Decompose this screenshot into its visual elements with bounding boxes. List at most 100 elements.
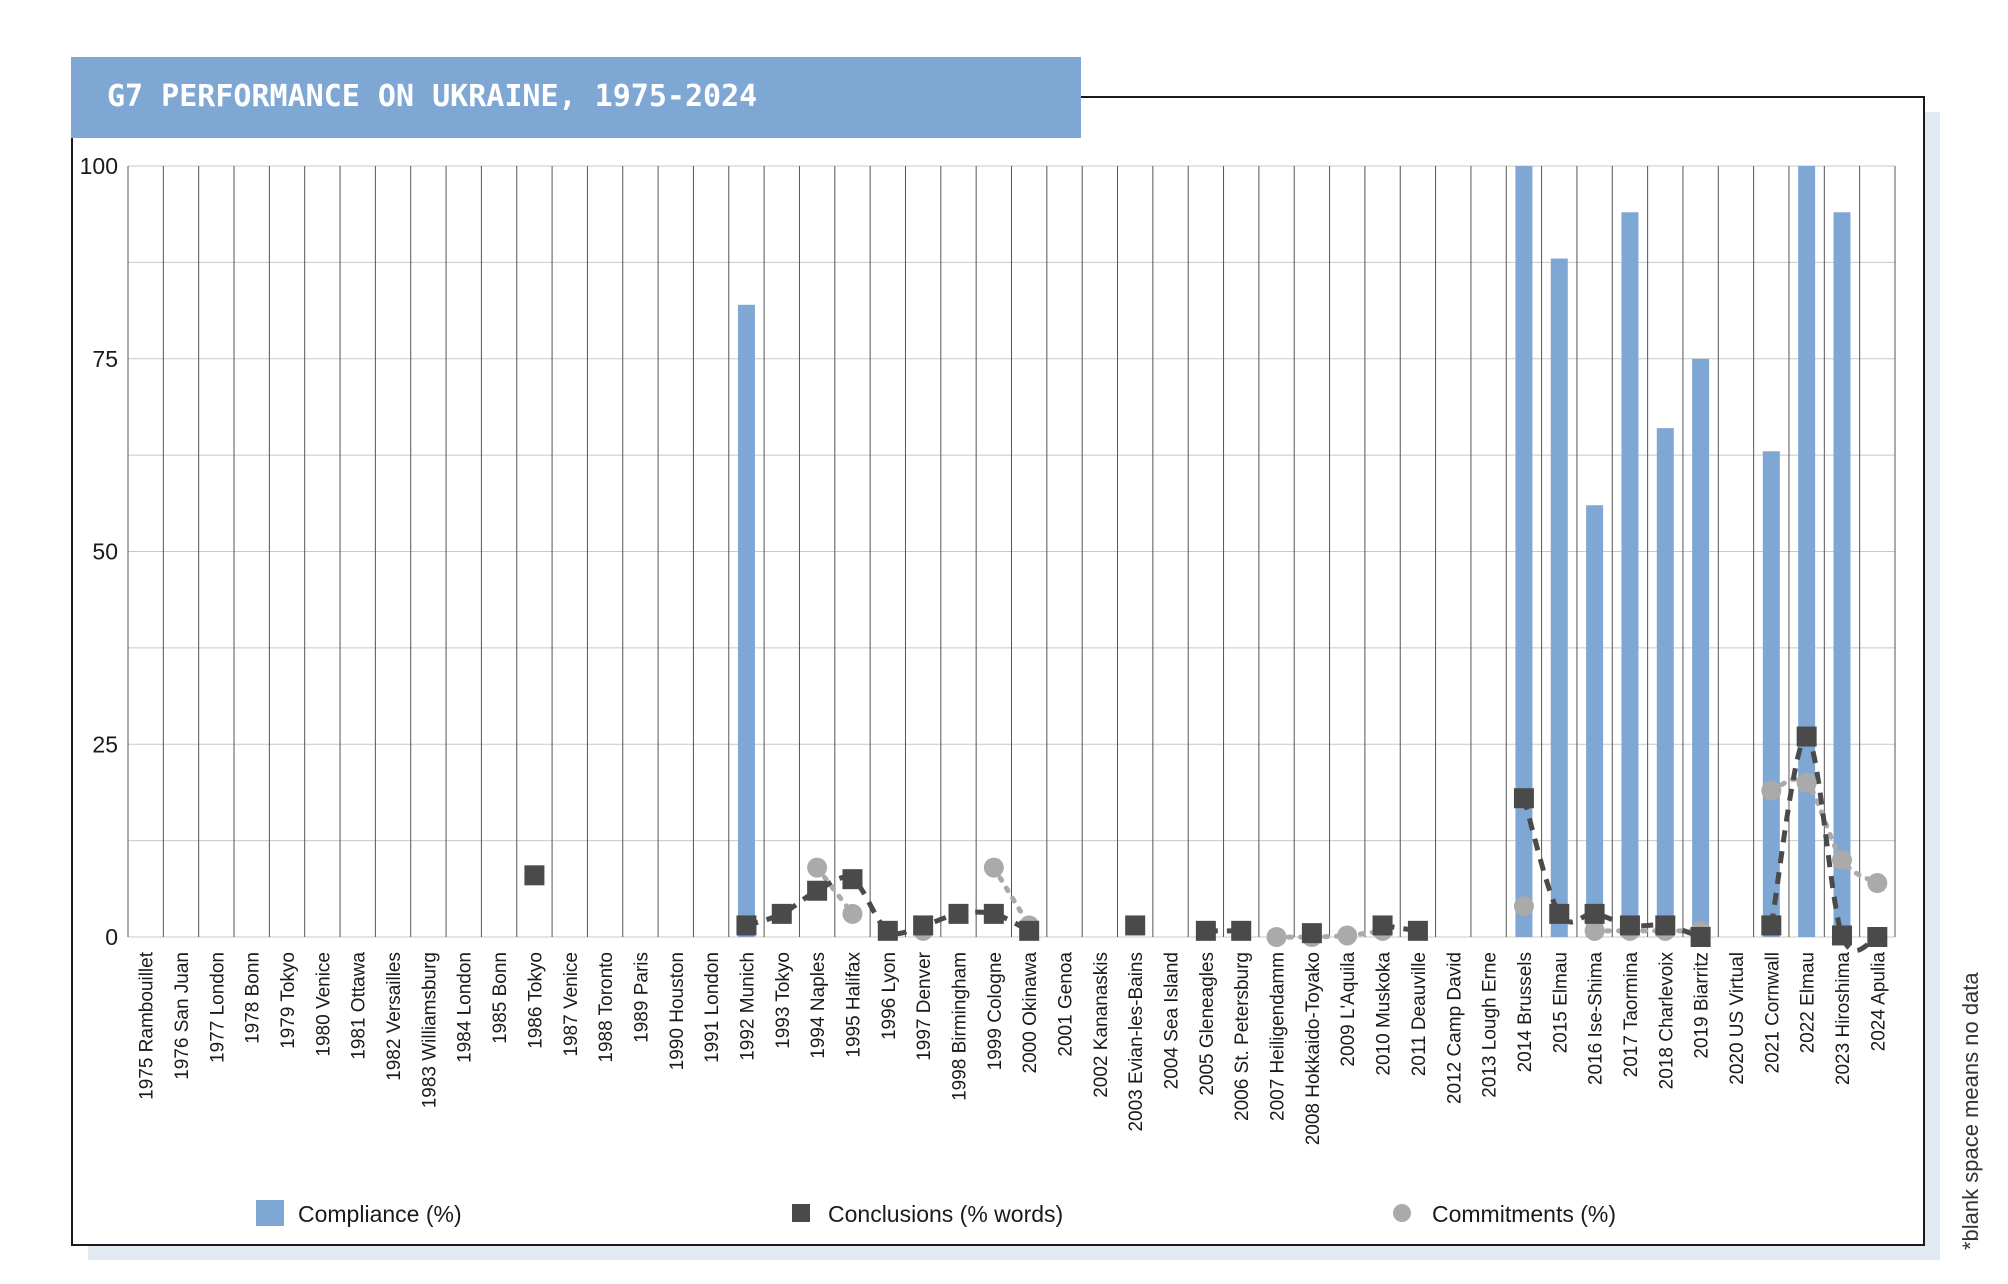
x-tick-label: 1989 Paris: [631, 952, 652, 1043]
y-tick-label: 50: [92, 539, 118, 565]
conclusions-trend-line: [1768, 734, 1879, 954]
x-tick-label: 1992 Munich: [737, 952, 758, 1061]
x-tick-label: 2009 L'Aquila: [1338, 952, 1359, 1067]
x-tick-label: 2003 Evian-les-Bains: [1126, 952, 1147, 1132]
chart-frame: [71, 96, 1925, 1246]
chart-title: G7 PERFORMANCE ON UKRAINE, 1975-2024: [107, 79, 757, 114]
x-tick-label: 1994 Naples: [808, 952, 829, 1059]
x-tick-label: 2024 Apulia: [1868, 952, 1889, 1052]
x-tick-label: 2017 Taormina: [1621, 952, 1642, 1078]
x-tick-label: 1979 Tokyo: [278, 952, 299, 1049]
y-tick-label: 75: [92, 346, 118, 372]
compliance-bar: [1515, 166, 1533, 937]
x-tick-label: 1990 Houston: [667, 952, 688, 1070]
conclusions-point: [948, 903, 969, 924]
x-tick-label: 2006 St. Petersburg: [1232, 952, 1253, 1121]
legend-conclusions-label: Conclusions (% words): [828, 1201, 1063, 1227]
compliance-bar: [1762, 451, 1780, 937]
compliance-bar: [1692, 358, 1710, 937]
grid-layer: [127, 165, 1896, 938]
commitments-point: [1266, 927, 1287, 947]
x-tick-label: 1984 London: [455, 952, 476, 1063]
x-tick-label: 1999 Cologne: [985, 952, 1006, 1070]
x-tick-label: 1980 Venice: [313, 952, 334, 1057]
x-tick-label: 2016 Ise-Shima: [1586, 952, 1607, 1086]
commitments-point: [1761, 780, 1782, 801]
compliance-bar: [1833, 212, 1851, 937]
x-tick-label: 2022 Elmau: [1798, 952, 1819, 1053]
conclusions-point: [1301, 923, 1322, 944]
x-tick-label: 1987 Venice: [561, 952, 582, 1057]
x-tick-label: 1997 Denver: [914, 951, 935, 1060]
x-tick-label: 1975 Rambouillet: [137, 951, 158, 1100]
x-tick-label: 2020 US Virtual: [1727, 952, 1748, 1085]
conclusions-point: [1761, 915, 1782, 936]
conclusions-point: [913, 915, 934, 936]
commitments-point: [1337, 925, 1358, 946]
side-note: *blank space means no data: [1958, 972, 1983, 1250]
x-tick-label: 2018 Charlevoix: [1656, 952, 1677, 1090]
y-axis: 0 25 50 75 100: [80, 153, 118, 950]
x-tick-label: 1985 Bonn: [490, 952, 511, 1044]
commitments-point: [1796, 772, 1817, 793]
x-tick-label: 2010 Muskoka: [1374, 952, 1395, 1076]
legend-commitments-label: Commitments (%): [1432, 1201, 1616, 1227]
conclusions-point: [771, 903, 792, 924]
x-tick-label: 1993 Tokyo: [773, 952, 794, 1049]
bars-layer: [737, 166, 1851, 937]
commitments-point: [807, 857, 828, 878]
x-tick-label: 1983 Williamsburg: [419, 952, 440, 1108]
x-tick-label: 1982 Versailles: [384, 952, 405, 1081]
x-tick-label: 2005 Gleneagles: [1197, 952, 1218, 1096]
marks-layer: [524, 726, 1888, 947]
conclusions-point: [1796, 726, 1817, 747]
conclusions-point: [1195, 920, 1216, 941]
compliance-bar: [1550, 258, 1568, 937]
conclusions-point: [1019, 920, 1040, 941]
conclusions-point: [1513, 788, 1534, 809]
compliance-bar: [1798, 166, 1816, 937]
x-tick-label: 2004 Sea Island: [1162, 952, 1183, 1089]
conclusions-point: [1549, 903, 1570, 924]
compliance-bar: [1586, 505, 1604, 937]
conclusions-point: [1867, 927, 1888, 947]
commitments-point: [1584, 920, 1605, 941]
commitments-point: [1831, 849, 1852, 870]
conclusions-point: [877, 920, 898, 941]
compliance-bar: [737, 304, 755, 937]
conclusions-point: [1407, 920, 1428, 941]
x-tick-label: 1977 London: [207, 952, 228, 1063]
header-band: [71, 57, 1081, 138]
conclusions-point: [1619, 915, 1640, 936]
x-tick-label: 2000 Okinawa: [1020, 952, 1041, 1074]
compliance-bar: [1621, 212, 1639, 937]
conclusions-trend-line: [745, 874, 1031, 937]
x-tick-label: 2014 Brussels: [1515, 952, 1536, 1072]
legend-compliance-swatch: [256, 1200, 284, 1226]
x-tick-label: 2019 Biarritz: [1692, 952, 1713, 1059]
x-tick-label: 2011 Deauville: [1409, 952, 1430, 1076]
conclusions-point: [1655, 915, 1676, 936]
commitments-point: [983, 857, 1004, 878]
x-tick-label: 2002 Kananaskis: [1091, 952, 1112, 1098]
x-tick-label: 2007 Heiligendamm: [1268, 952, 1289, 1121]
conclusions-point: [807, 880, 828, 901]
x-tick-label: 2023 Hiroshima: [1833, 952, 1854, 1085]
conclusions-point: [736, 915, 757, 936]
commitments-trend-line: [1274, 928, 1386, 940]
conclusions-point: [1125, 915, 1146, 936]
x-tick-label: 2001 Genoa: [1056, 952, 1077, 1057]
x-tick-label: 1976 San Juan: [172, 952, 193, 1080]
legend: Compliance (%) Conclusions (% words) Com…: [256, 1200, 1616, 1227]
x-tick-label: 1996 Lyon: [879, 952, 900, 1040]
y-tick-label: 0: [105, 924, 118, 950]
x-tick-label: 2012 Camp David: [1444, 952, 1465, 1104]
conclusions-point: [842, 869, 863, 890]
x-tick-label: 1988 Toronto: [596, 952, 617, 1063]
legend-conclusions-swatch: [792, 1204, 810, 1222]
commitments-trend-line: [1768, 776, 1880, 886]
commitments-point: [842, 903, 863, 924]
conclusions-point: [983, 903, 1004, 924]
